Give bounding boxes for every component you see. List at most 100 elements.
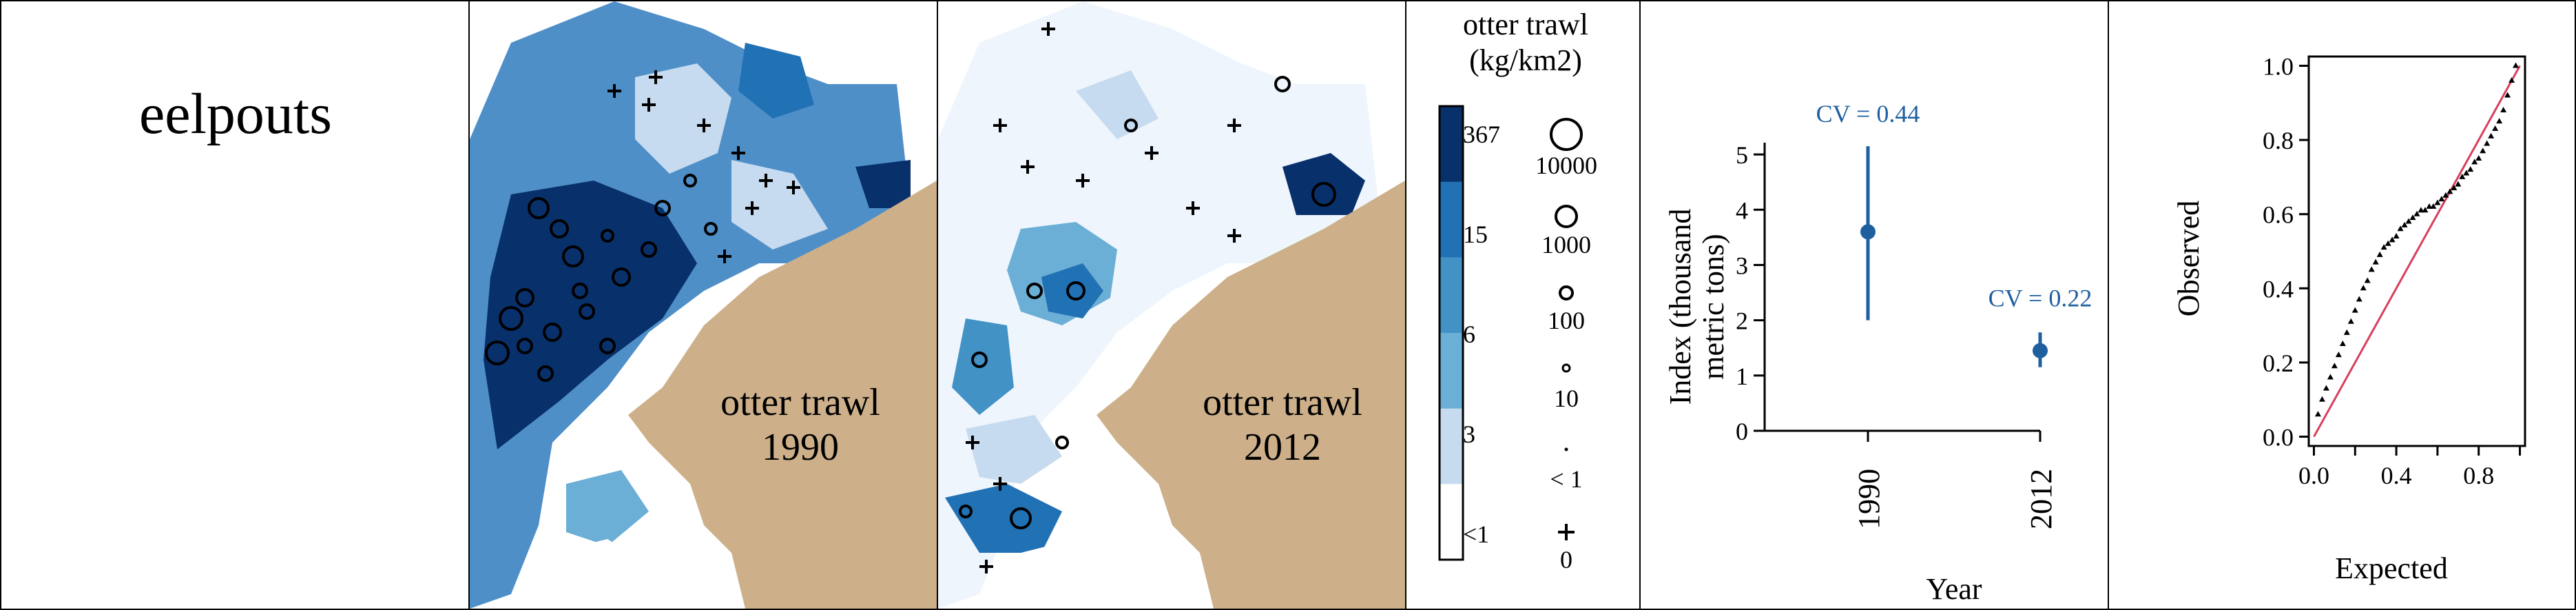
legend-zero-marker xyxy=(1558,524,1575,540)
y-tick-label: 0.4 xyxy=(2263,275,2294,303)
legend-circle-lt1 xyxy=(1564,447,1568,451)
legend-color-swatch xyxy=(1440,484,1463,560)
land-islands xyxy=(539,539,649,609)
qq-point xyxy=(2376,251,2383,257)
data-point xyxy=(2033,343,2048,358)
qq-point xyxy=(2397,225,2404,232)
legend-circle-100 xyxy=(1559,285,1574,301)
cv-annotation: CV = 0.44 xyxy=(1816,100,1920,128)
qq-point xyxy=(2343,329,2350,335)
legend: otter trawl (kg/km2) 367 15 6 3 <1 10000… xyxy=(1438,8,1597,573)
qq-point xyxy=(2484,140,2491,146)
legend-color-swatch xyxy=(1440,181,1463,258)
map-2012: otter trawl 2012 xyxy=(938,1,1405,609)
qq-point xyxy=(2463,170,2470,176)
y-tick-label: 0.2 xyxy=(2263,349,2294,377)
reference-line xyxy=(2313,65,2521,438)
qq-point xyxy=(2492,125,2499,131)
data-point xyxy=(1860,224,1876,240)
y-axis-title-line1: Index (thousand xyxy=(1663,209,1697,405)
qq-point xyxy=(2418,207,2424,213)
qq-point xyxy=(2459,173,2466,179)
cv-annotation: CV = 0.22 xyxy=(1988,284,2092,312)
legend-panel: otter trawl (kg/km2) 367 15 6 3 <1 10000… xyxy=(1405,0,1641,610)
land xyxy=(628,181,937,609)
plot-frame xyxy=(2307,55,2526,447)
map-panel-1990: otter trawl 1990 xyxy=(468,0,938,610)
zero-catch-markers xyxy=(966,22,1241,573)
map-1990: otter trawl 1990 xyxy=(470,1,937,609)
qq-point xyxy=(2364,277,2371,283)
catch-symbols xyxy=(959,76,1336,529)
y-tick-label: 2 xyxy=(1736,307,1748,335)
legend-circle-label: 100 xyxy=(1548,307,1585,334)
qq-point xyxy=(2356,296,2362,302)
qq-point xyxy=(2475,154,2482,161)
x-axis-title: Year xyxy=(1926,572,1982,606)
x-tick-label: 0.0 xyxy=(2298,462,2329,489)
qq-point xyxy=(2488,132,2495,139)
qq-point xyxy=(2504,92,2511,98)
qq-point xyxy=(2327,374,2334,380)
legend-circle-label: 1000 xyxy=(1541,231,1591,258)
legend-circle-label: < 1 xyxy=(1550,465,1582,493)
qq-point xyxy=(2430,203,2437,209)
light-region xyxy=(731,160,828,250)
qq-point xyxy=(2422,207,2429,213)
light-region xyxy=(566,470,649,546)
qq-point xyxy=(2351,307,2358,313)
qq-point xyxy=(2409,214,2416,221)
legend-color-swatch xyxy=(1440,106,1463,183)
qq-point xyxy=(2335,352,2342,358)
survey-area xyxy=(938,1,1379,609)
medium-region xyxy=(945,484,1062,553)
map-year-label: 1990 xyxy=(762,426,839,469)
legend-class-label: 3 xyxy=(1463,420,1475,448)
qq-point xyxy=(2347,318,2354,324)
qq-point xyxy=(2339,340,2346,347)
y-axis-title-line2: metric tons) xyxy=(1696,234,1730,379)
x-tick-label: 2012 xyxy=(2024,469,2058,529)
legend-circle-label: 10 xyxy=(1554,385,1579,412)
y-tick-label: 0 xyxy=(1736,418,1748,445)
species-panel: eelpouts xyxy=(0,0,470,610)
qq-point xyxy=(2405,218,2412,224)
legend-circle-10000 xyxy=(1550,118,1583,151)
qq-point xyxy=(2314,411,2321,417)
y-axis-title: Observed xyxy=(2172,201,2205,317)
zero-catch-markers xyxy=(607,70,800,263)
qq-point xyxy=(2426,203,2433,209)
legend-color-swatch xyxy=(1440,408,1463,485)
medium-region xyxy=(738,43,814,119)
qq-plot-panel: Observed Expected 0.0 0.2 0.4 0.6 0.8 1.0 0.0 0… xyxy=(2108,0,2576,610)
qq-point xyxy=(2509,77,2515,83)
legend-circle-10 xyxy=(1561,363,1571,373)
qq-point xyxy=(2372,258,2379,265)
qq-point xyxy=(2442,192,2449,198)
x-axis-title: Expected xyxy=(2335,551,2448,585)
catch-symbols xyxy=(485,174,718,382)
qq-point xyxy=(2360,285,2367,291)
y-tick-label: 0.0 xyxy=(2263,424,2294,451)
x-tick-label: 0.4 xyxy=(2381,462,2412,489)
map-survey-label: otter trawl xyxy=(720,381,880,424)
qq-point xyxy=(2447,188,2453,194)
y-tick-label: 5 xyxy=(1736,141,1748,169)
y-tick-label: 1.0 xyxy=(2263,52,2294,80)
qq-point xyxy=(2451,185,2458,191)
legend-class-label: 367 xyxy=(1463,121,1500,148)
light-region xyxy=(966,415,1062,484)
qq-point xyxy=(2500,107,2507,113)
y-tick-label: 1 xyxy=(1736,363,1748,390)
legend-circle-1000 xyxy=(1555,205,1578,228)
qq-point xyxy=(2380,244,2387,250)
legend-color-swatch xyxy=(1440,333,1463,409)
legend-class-label: 6 xyxy=(1463,321,1475,348)
y-tick-label: 4 xyxy=(1736,196,1748,224)
land xyxy=(1097,181,1405,609)
dense-region xyxy=(1041,263,1103,318)
index-chart: Index (thousand metric tons) Year 0 1 2 3 4 5… xyxy=(1663,100,2092,606)
medium-region xyxy=(855,160,911,208)
qq-point xyxy=(2389,236,2396,243)
y-tick-label: 0.8 xyxy=(2263,127,2294,154)
